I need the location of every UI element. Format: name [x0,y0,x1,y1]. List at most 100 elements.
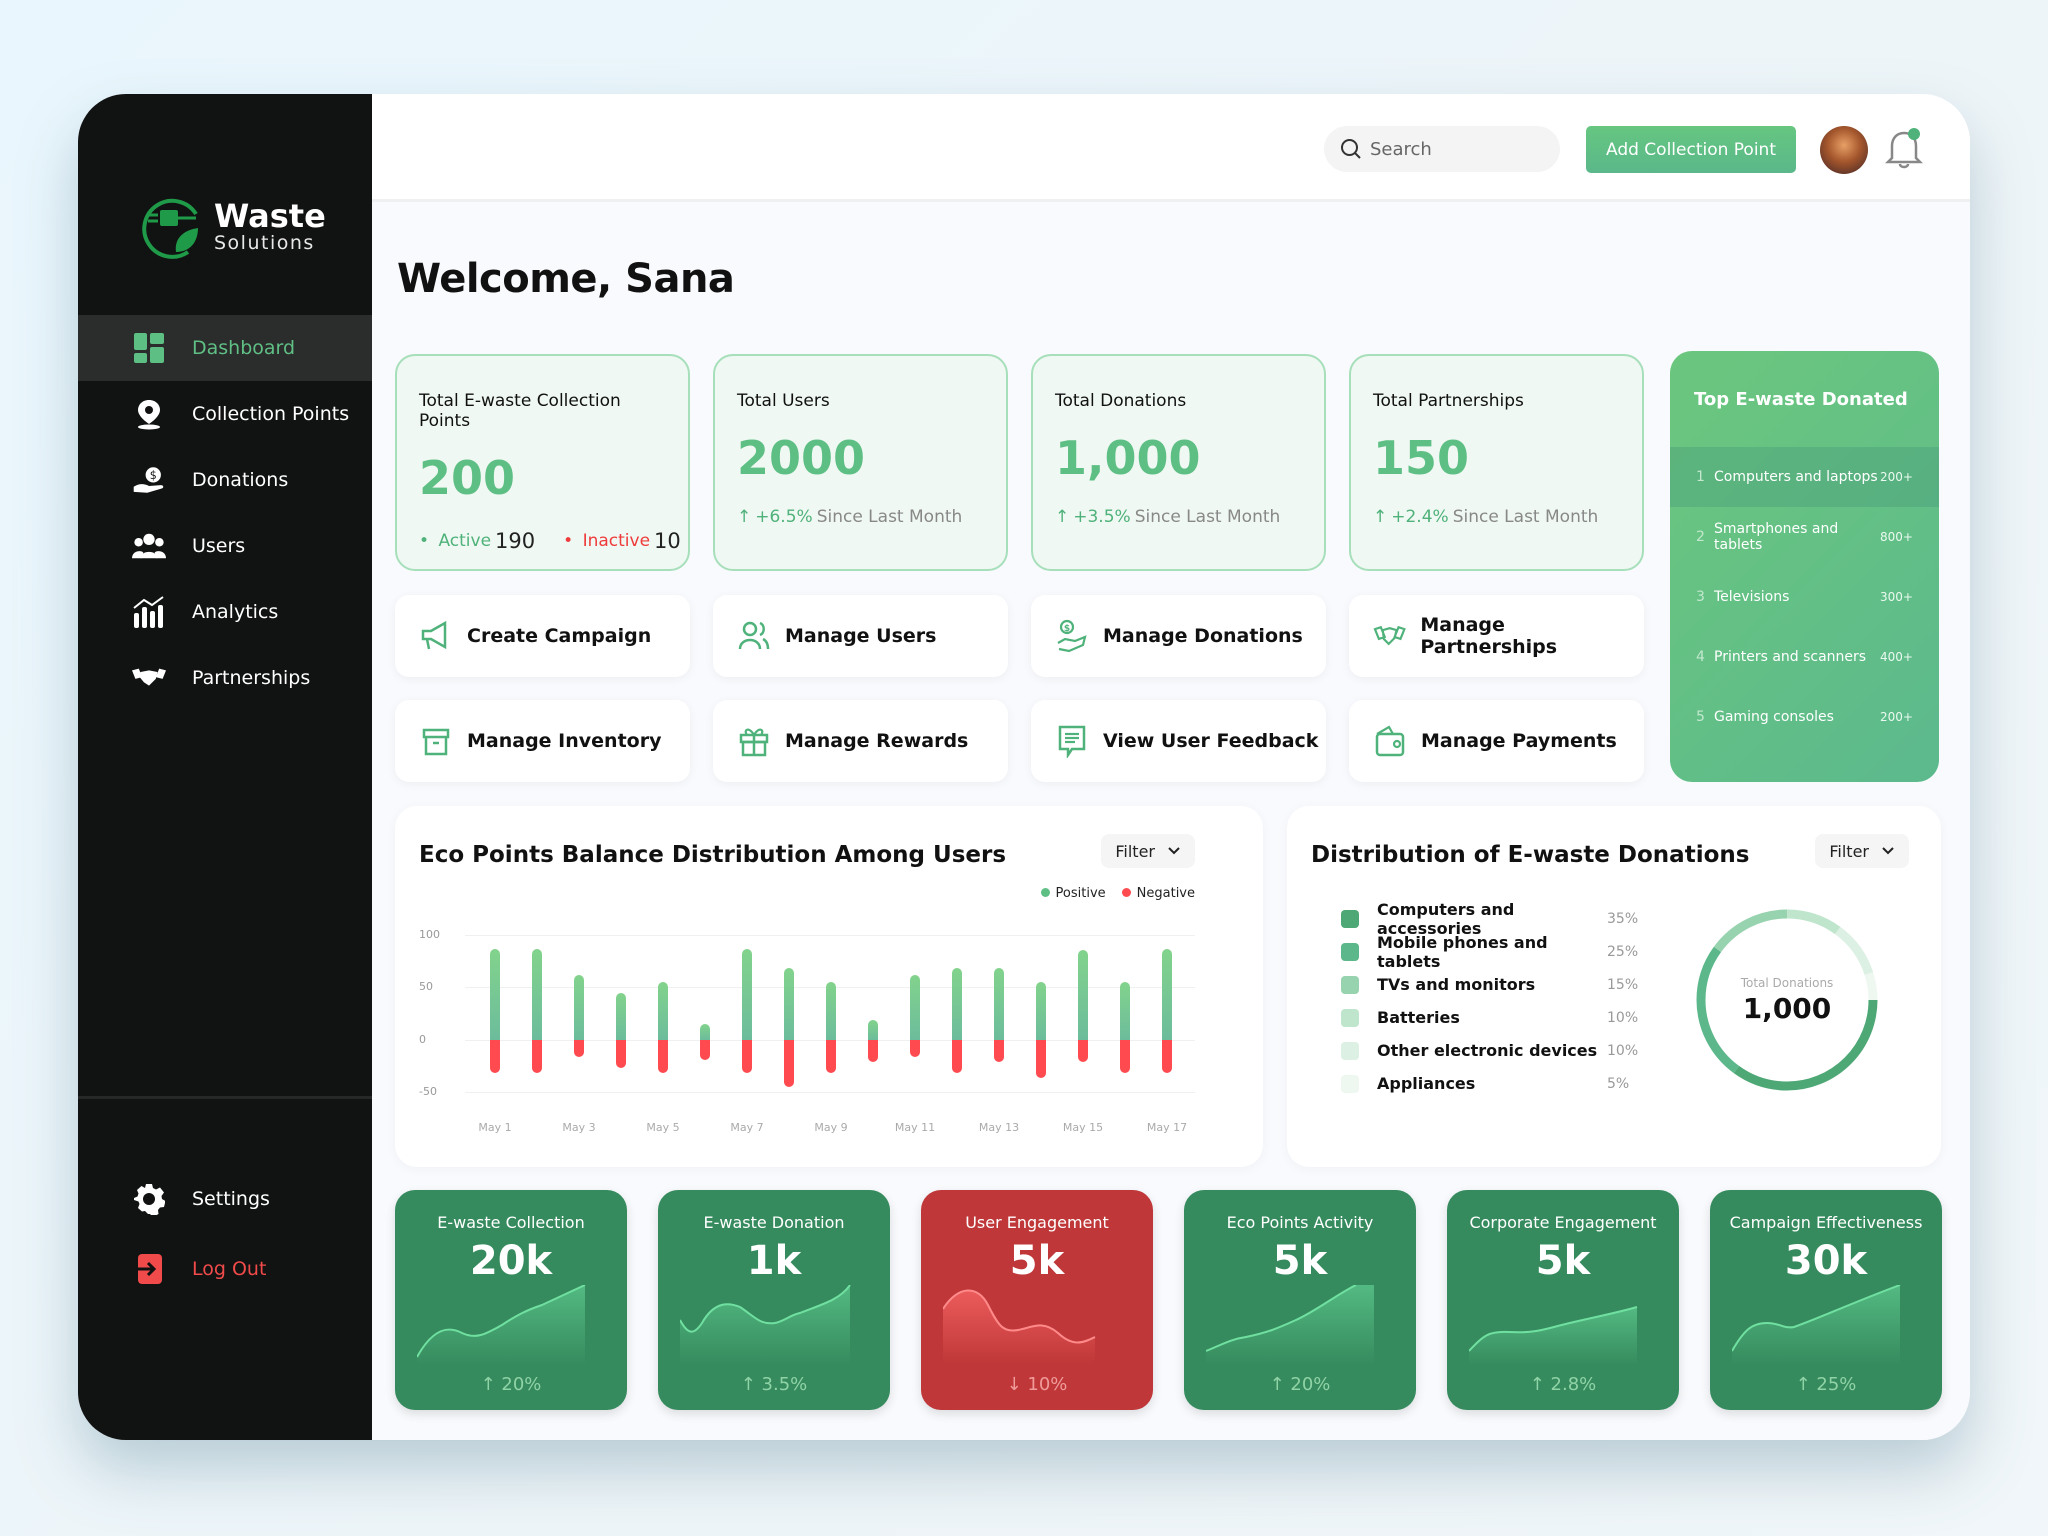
svg-text:$: $ [150,469,157,482]
manage-donations-button[interactable]: $ Manage Donations [1031,595,1326,677]
list-item[interactable]: 3 Televisions 300+ [1696,589,1913,605]
y-tick: 50 [419,980,433,993]
bar[interactable] [574,974,584,1057]
wallet-icon [1375,725,1405,757]
kpi-card-ewaste-donation[interactable]: E-waste Donation 1k ↑ 3.5% [658,1190,890,1410]
inactive-value: 10 [654,529,681,553]
kpi-card-corporate-engagement[interactable]: Corporate Engagement 5k ↑ 2.8% [1447,1190,1679,1410]
manage-inventory-button[interactable]: Manage Inventory [395,700,690,782]
bar[interactable] [616,992,626,1069]
users-icon [738,621,770,650]
brand-name: Waste [214,197,326,235]
y-tick: 100 [419,928,440,941]
sparkline [680,1285,851,1365]
distribution-filter-dropdown[interactable]: Filter [1815,834,1909,868]
sparkline [1206,1285,1374,1365]
donut-center-value: 1,000 [1742,992,1832,1025]
arrow-up-icon: ↑ [1055,507,1070,527]
legend-item: Other electronic devices 10% [1341,1034,1638,1067]
bar[interactable] [1120,982,1130,1073]
manage-payments-button[interactable]: Manage Payments [1349,700,1644,782]
stat-breakdown: • Active 190 • Inactive 10 [419,529,681,553]
bar[interactable] [1036,982,1046,1078]
list-item[interactable]: 2 Smartphones and tablets 800+ [1696,521,1913,553]
view-user-feedback-button[interactable]: View User Feedback [1031,700,1326,782]
sidebar-item-users[interactable]: Users [78,513,372,579]
manage-users-button[interactable]: Manage Users [713,595,1008,677]
x-tick: May 17 [1146,1121,1188,1134]
distribution-panel: Distribution of E-waste Donations Filter… [1287,806,1941,1167]
bar[interactable] [910,974,920,1057]
sidebar-item-label: Analytics [192,601,279,623]
sidebar-item-analytics[interactable]: Analytics [78,579,372,645]
list-item[interactable]: 4 Printers and scanners 400+ [1696,649,1913,665]
sidebar-item-label: Dashboard [192,337,296,359]
notification-bell-icon[interactable] [1884,126,1924,170]
legend-item: Batteries 10% [1341,1001,1638,1034]
chevron-down-icon [1882,847,1894,855]
kpi-card-user-engagement[interactable]: User Engagement 5k ↓ 10% [921,1190,1153,1410]
sparkline [943,1289,1096,1365]
stat-card-users: Total Users 2000 ↑ +6.5% Since Last Month [713,354,1008,571]
app-window: Waste Solutions Dashboard Collection Poi… [78,94,1970,1440]
sparkline [417,1285,586,1365]
list-item[interactable]: 5 Gaming consoles 200+ [1696,709,1913,725]
avatar[interactable] [1820,126,1868,174]
sidebar-item-settings[interactable]: Settings [78,1164,372,1234]
kpi-card-eco-points-activity[interactable]: Eco Points Activity 5k ↑ 20% [1184,1190,1416,1410]
stat-value: 200 [419,451,516,505]
eco-chart-filter-dropdown[interactable]: Filter [1101,834,1195,868]
bar[interactable] [490,948,500,1073]
sidebar-item-collection-points[interactable]: Collection Points [78,381,372,447]
bar[interactable] [742,948,752,1073]
box-icon [422,728,450,756]
manage-rewards-button[interactable]: Manage Rewards [713,700,1008,782]
create-campaign-button[interactable]: Create Campaign [395,595,690,677]
search-box[interactable]: Search [1324,126,1560,172]
brand-tagline: Solutions [214,232,315,254]
x-tick: May 15 [1062,1121,1104,1134]
x-tick: May 9 [814,1121,848,1134]
donut-segment[interactable] [1696,909,1878,1091]
bar[interactable] [700,1024,710,1060]
distribution-legend: Computers and accessories 35% Mobile phon… [1341,900,1638,1100]
bar[interactable] [532,948,542,1073]
bar[interactable] [784,967,794,1088]
manage-partnerships-button[interactable]: Manage Partnerships [1349,595,1644,677]
kpi-card-ewaste-collection[interactable]: E-waste Collection 20k ↑ 20% [395,1190,627,1410]
donut-segment[interactable] [1696,909,1878,1091]
plug-leaf-logo-icon [142,198,198,259]
bar[interactable] [826,982,836,1073]
bar[interactable] [952,967,962,1073]
y-tick: 0 [419,1033,426,1046]
bar[interactable] [868,1020,878,1063]
bar[interactable] [1078,949,1088,1063]
sidebar-item-logout[interactable]: Log Out [78,1234,372,1304]
bar[interactable] [1162,948,1172,1073]
page-title: Welcome, Sana [397,256,735,302]
legend-item: TVs and monitors 15% [1341,968,1638,1001]
legend-negative: Negative [1121,886,1195,901]
x-tick: May 7 [730,1121,764,1134]
bar[interactable] [658,982,668,1073]
add-collection-point-button[interactable]: Add Collection Point [1586,126,1796,173]
search-icon [1341,139,1361,159]
brand-logo[interactable]: Waste Solutions [140,194,326,260]
kpi-card-campaign-effectiveness[interactable]: Campaign Effectiveness 30k ↑ 25% [1710,1190,1942,1410]
legend-item: Appliances 5% [1341,1067,1638,1100]
bar[interactable] [994,967,1004,1063]
list-item[interactable]: 1 Computers and laptops 200+ [1670,447,1939,507]
donut-segment[interactable] [1696,909,1878,1091]
sidebar-item-donations[interactable]: $ Donations [78,447,372,513]
gridline [465,1092,1195,1093]
search-input[interactable]: Search [1370,138,1432,160]
sidebar-item-dashboard[interactable]: Dashboard [78,315,372,381]
stat-change: ↑ +2.4% Since Last Month [1373,507,1599,527]
legend-item: Mobile phones and tablets 25% [1341,933,1638,971]
sidebar-item-partnerships[interactable]: Partnerships [78,645,372,711]
megaphone-icon [421,620,447,650]
sidebar: Waste Solutions Dashboard Collection Poi… [78,94,372,1440]
sparkline [1732,1285,1901,1365]
sidebar-item-label: Donations [192,469,289,491]
active-label: Active [438,531,492,551]
